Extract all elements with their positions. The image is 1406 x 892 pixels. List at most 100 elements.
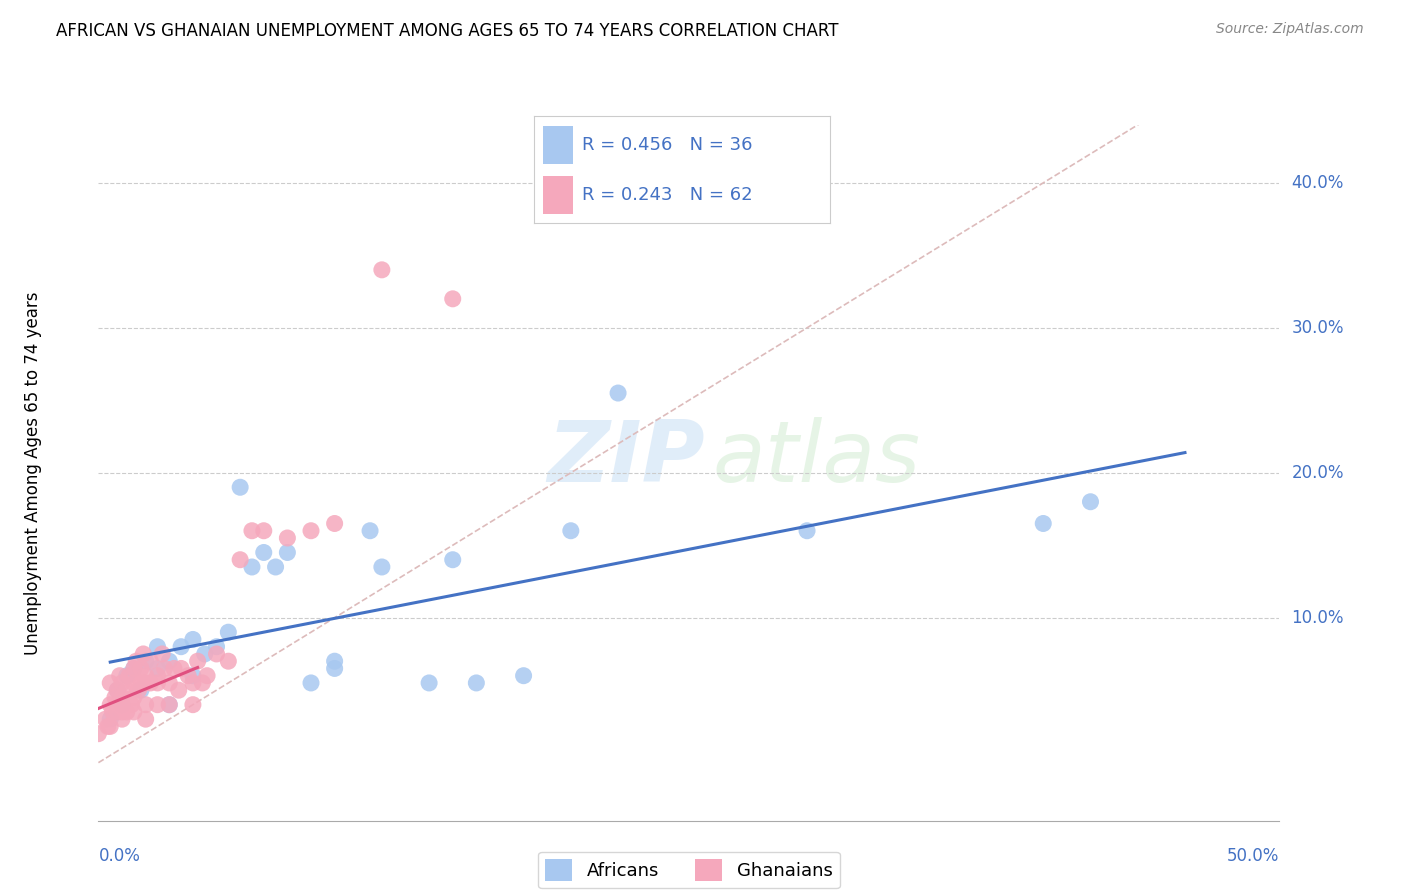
Point: [122, 661, 145, 675]
Point: [163, 661, 186, 675]
Point: [135, 669, 157, 683]
Text: Unemployment Among Ages 65 to 74 years: Unemployment Among Ages 65 to 74 years: [24, 291, 42, 655]
Point: [108, 669, 131, 683]
Text: 40.0%: 40.0%: [1291, 174, 1344, 192]
Text: Source: ZipAtlas.com: Source: ZipAtlas.com: [1216, 22, 1364, 37]
Point: [560, 524, 582, 538]
Point: [139, 654, 162, 668]
Point: [229, 552, 252, 567]
Text: 30.0%: 30.0%: [1291, 318, 1344, 337]
Point: [135, 676, 157, 690]
Point: [135, 698, 157, 712]
Point: [441, 552, 464, 567]
Point: [323, 661, 346, 675]
Point: [105, 698, 128, 712]
Point: [195, 669, 218, 683]
Point: [371, 262, 394, 277]
Point: [129, 683, 152, 698]
Point: [135, 654, 157, 668]
Point: [167, 683, 190, 698]
Point: [139, 676, 162, 690]
Point: [115, 669, 138, 683]
Point: [98, 712, 121, 726]
Point: [299, 524, 322, 538]
Point: [323, 516, 346, 531]
Point: [276, 531, 298, 545]
Text: 0.0%: 0.0%: [98, 847, 141, 864]
Point: [1032, 516, 1054, 531]
Point: [157, 698, 180, 712]
Point: [122, 690, 145, 705]
Point: [157, 698, 180, 712]
Point: [146, 676, 169, 690]
Point: [323, 654, 346, 668]
Point: [129, 661, 152, 675]
Point: [153, 661, 176, 675]
Point: [191, 676, 214, 690]
Legend: Africans, Ghanaians: Africans, Ghanaians: [538, 852, 839, 888]
Point: [94, 712, 117, 726]
Text: ZIP: ZIP: [547, 417, 704, 500]
Point: [170, 640, 193, 654]
Point: [157, 654, 180, 668]
Point: [194, 647, 217, 661]
Point: [299, 676, 322, 690]
Point: [105, 683, 128, 698]
Point: [253, 545, 276, 559]
Point: [129, 676, 152, 690]
Point: [125, 654, 148, 668]
Point: [607, 386, 630, 401]
Point: [105, 683, 128, 698]
Point: [359, 524, 381, 538]
Point: [177, 669, 200, 683]
Point: [150, 647, 173, 661]
Point: [205, 640, 228, 654]
Text: AFRICAN VS GHANAIAN UNEMPLOYMENT AMONG AGES 65 TO 74 YEARS CORRELATION CHART: AFRICAN VS GHANAIAN UNEMPLOYMENT AMONG A…: [56, 22, 839, 40]
Point: [146, 661, 169, 675]
Point: [111, 698, 134, 712]
Point: [122, 661, 145, 675]
Point: [181, 669, 204, 683]
Point: [146, 640, 169, 654]
Point: [135, 712, 157, 726]
Point: [217, 654, 239, 668]
Point: [111, 705, 134, 719]
Point: [187, 654, 209, 668]
Point: [115, 683, 138, 698]
Point: [157, 676, 180, 690]
Point: [146, 698, 169, 712]
Text: 10.0%: 10.0%: [1291, 608, 1344, 627]
Point: [132, 647, 155, 661]
Point: [98, 676, 121, 690]
Point: [264, 560, 287, 574]
Point: [181, 632, 204, 647]
Point: [217, 625, 239, 640]
Point: [146, 669, 169, 683]
Point: [1080, 494, 1102, 508]
Point: [111, 712, 134, 726]
Point: [111, 698, 134, 712]
Point: [441, 292, 464, 306]
Point: [87, 726, 110, 740]
Text: atlas: atlas: [713, 417, 921, 500]
Point: [796, 524, 818, 538]
Point: [240, 524, 263, 538]
Text: 50.0%: 50.0%: [1227, 847, 1279, 864]
Point: [118, 669, 141, 683]
Point: [97, 719, 120, 733]
Point: [121, 698, 143, 712]
Point: [181, 676, 204, 690]
Point: [115, 705, 138, 719]
Point: [253, 524, 276, 538]
Point: [111, 676, 134, 690]
Bar: [543, 176, 572, 214]
Point: [101, 705, 124, 719]
Point: [205, 647, 228, 661]
Point: [181, 698, 204, 712]
Point: [170, 661, 193, 675]
Point: [371, 560, 394, 574]
Bar: [543, 126, 572, 164]
Point: [122, 676, 145, 690]
Text: R = 0.243   N = 62: R = 0.243 N = 62: [582, 186, 752, 204]
Point: [98, 698, 121, 712]
